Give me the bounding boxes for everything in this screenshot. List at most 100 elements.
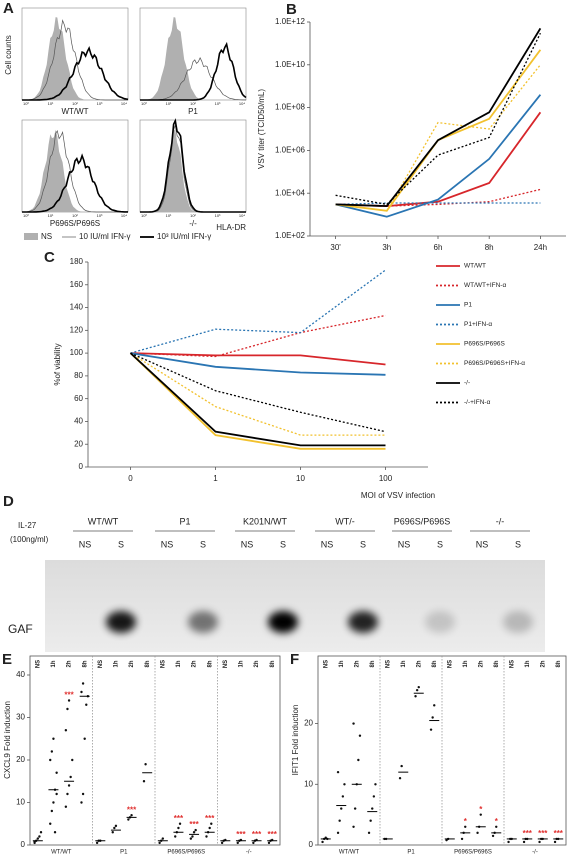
significance: *** — [523, 829, 533, 838]
histogram-low — [21, 130, 128, 213]
x-tick-label: 10³ — [97, 101, 103, 106]
data-point — [189, 837, 193, 840]
category-label: 1h — [525, 660, 531, 667]
condition-label: S — [200, 539, 206, 549]
data-point — [69, 775, 72, 779]
panel-letter: E — [2, 651, 12, 668]
x-tick-label: 10⁴ — [239, 213, 245, 218]
data-point — [538, 840, 541, 844]
significance: * — [495, 817, 499, 826]
data-point — [371, 807, 374, 810]
data-point — [341, 795, 345, 798]
y-tick-label: 160 — [70, 280, 84, 289]
data-point — [429, 728, 433, 731]
y-tick-label: 120 — [70, 325, 84, 334]
x-tick-label: 10⁰ — [141, 101, 147, 106]
x-tick-label: 1 — [213, 474, 218, 483]
significance: *** — [174, 814, 184, 823]
series-line — [335, 188, 541, 207]
series-line — [130, 314, 386, 358]
data-point — [158, 841, 161, 845]
data-point — [553, 840, 557, 844]
x-tick-label: 24h — [534, 243, 547, 252]
category-label: 2h — [354, 660, 360, 667]
panel-letter: C — [44, 249, 55, 266]
category-label: NS — [323, 660, 329, 668]
significance: *** — [554, 829, 564, 838]
significance: *** — [268, 830, 278, 839]
series-line — [130, 352, 386, 433]
data-point — [372, 795, 376, 798]
group-label: WT/- — [335, 516, 355, 526]
y-tick-label: 0 — [79, 462, 84, 471]
y-tick-label: 10 — [16, 798, 25, 807]
series-line — [130, 352, 386, 366]
sample-label: P1 — [188, 107, 198, 116]
condition-label: NS — [321, 539, 334, 549]
data-point — [357, 758, 360, 762]
gel-band — [503, 611, 533, 633]
data-point — [174, 835, 177, 838]
gel-band — [188, 611, 218, 633]
y-tick-label: 1.0E+10 — [275, 60, 306, 69]
legend-swatch — [24, 233, 38, 240]
category-label: 1h — [239, 660, 245, 667]
y-tick-label: 40 — [74, 417, 83, 426]
condition-label: NS — [79, 539, 92, 549]
x-tick-label: 10¹ — [48, 101, 54, 106]
panel-letter: A — [3, 0, 14, 17]
data-point — [67, 699, 71, 702]
category-label: NS — [35, 660, 41, 668]
y-tick-label: 1.0E+04 — [275, 188, 306, 197]
y-tick-label: 0 — [21, 840, 26, 849]
data-point — [52, 801, 55, 804]
data-point — [80, 690, 83, 694]
series-line — [335, 64, 541, 212]
histogram-ns — [22, 17, 128, 101]
condition-label: S — [437, 539, 443, 549]
data-point — [491, 834, 495, 838]
histogram-frame — [139, 119, 247, 213]
legend-label: P696S/P696S+IFN-α — [464, 360, 525, 367]
data-point — [177, 826, 180, 830]
series-line — [335, 49, 542, 212]
data-point — [476, 831, 479, 835]
y-tick-label: 20 — [16, 755, 25, 764]
data-point — [353, 807, 357, 810]
data-point — [194, 828, 197, 832]
x-tick-label: 10² — [190, 101, 196, 106]
group-label: WT/WT — [88, 516, 119, 526]
y-axis-label: IFIT1 Fold induction — [291, 705, 300, 776]
category-label: 8h — [82, 660, 88, 667]
data-point — [80, 801, 83, 804]
group-label: -/- — [496, 516, 505, 526]
x-tick-label: 10² — [190, 213, 196, 218]
x-tick-label: 100 — [379, 474, 393, 483]
data-point — [66, 792, 69, 796]
data-point — [338, 819, 341, 822]
gel-band — [268, 611, 298, 633]
data-point — [114, 824, 118, 828]
data-point — [417, 685, 420, 689]
x-tick-label: 10³ — [97, 213, 103, 218]
data-point — [95, 841, 99, 845]
treatment-label: IL-27 — [18, 521, 37, 530]
histogram-ns — [140, 17, 246, 101]
group-label: P1 — [407, 850, 415, 856]
y-tick-label: 100 — [70, 348, 84, 357]
x-tick-label: 10⁰ — [23, 213, 29, 218]
sample-label: WT/WT — [61, 107, 88, 116]
data-point — [50, 809, 54, 813]
data-point — [479, 813, 482, 816]
legend-label: P696S/P696S — [464, 341, 506, 348]
data-point — [358, 734, 362, 737]
x-tick-label: 10 — [296, 474, 305, 483]
data-point — [85, 703, 88, 706]
y-tick-label: 20 — [74, 439, 83, 448]
data-point — [415, 688, 419, 692]
series-line — [335, 32, 541, 206]
y-axis-label: %of viability — [53, 343, 62, 385]
y-tick-label: 60 — [74, 394, 83, 403]
x-tick-label: 10¹ — [48, 213, 54, 218]
series-line — [130, 352, 386, 376]
